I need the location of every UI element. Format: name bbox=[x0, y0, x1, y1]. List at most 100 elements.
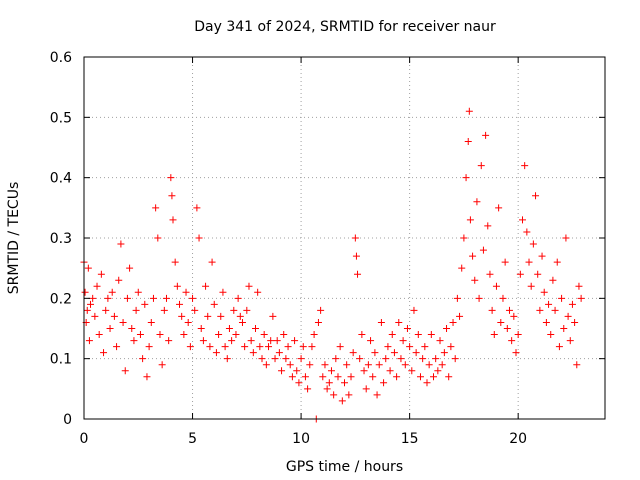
data-point bbox=[438, 361, 446, 369]
data-point bbox=[534, 270, 542, 278]
data-point bbox=[523, 228, 531, 236]
data-point bbox=[349, 349, 357, 357]
data-point bbox=[230, 306, 238, 314]
data-point bbox=[117, 240, 125, 248]
data-point bbox=[83, 306, 91, 314]
data-point bbox=[516, 270, 524, 278]
data-point bbox=[156, 331, 164, 339]
data-point bbox=[134, 288, 142, 296]
data-point bbox=[538, 252, 546, 260]
data-point bbox=[169, 216, 177, 224]
data-point bbox=[449, 318, 457, 326]
data-point bbox=[486, 270, 494, 278]
data-point bbox=[215, 331, 223, 339]
data-point bbox=[310, 331, 318, 339]
data-point bbox=[236, 312, 244, 320]
data-point bbox=[160, 306, 168, 314]
data-point bbox=[440, 349, 448, 357]
data-point bbox=[514, 331, 522, 339]
data-point bbox=[352, 252, 360, 260]
data-point bbox=[505, 306, 513, 314]
data-point bbox=[399, 337, 407, 345]
axis-ticks: 0 0.1 0.2 0.3 0.4 0.5 0.6 0 5 10 15 20 bbox=[50, 50, 605, 447]
x-tick-label: 15 bbox=[401, 431, 419, 447]
data-point bbox=[475, 294, 483, 302]
data-point bbox=[301, 373, 309, 381]
data-point bbox=[562, 234, 570, 242]
data-point bbox=[571, 318, 579, 326]
data-point bbox=[265, 343, 273, 351]
data-point bbox=[119, 318, 127, 326]
data-point bbox=[184, 318, 192, 326]
data-point bbox=[121, 367, 129, 375]
data-point bbox=[110, 312, 118, 320]
data-point bbox=[384, 343, 392, 351]
data-point bbox=[388, 331, 396, 339]
data-point bbox=[128, 325, 136, 332]
data-point bbox=[145, 343, 153, 351]
data-point bbox=[288, 373, 296, 381]
data-point bbox=[130, 337, 138, 345]
data-point bbox=[81, 288, 89, 296]
data-point bbox=[84, 264, 92, 272]
data-point bbox=[273, 337, 281, 345]
data-point bbox=[208, 258, 216, 266]
data-point bbox=[280, 331, 288, 339]
data-point bbox=[243, 306, 251, 314]
data-point bbox=[275, 349, 283, 357]
data-point bbox=[178, 312, 186, 320]
data-point bbox=[521, 162, 529, 170]
data-point bbox=[410, 306, 418, 314]
data-point bbox=[234, 294, 242, 302]
data-point bbox=[427, 331, 435, 339]
data-point bbox=[282, 355, 290, 363]
data-point bbox=[97, 270, 105, 278]
data-point bbox=[341, 379, 348, 387]
data-point bbox=[558, 294, 566, 302]
data-point bbox=[395, 318, 403, 326]
data-point bbox=[332, 355, 340, 363]
data-point bbox=[325, 379, 333, 387]
data-point bbox=[182, 288, 190, 296]
data-point bbox=[527, 282, 535, 290]
data-point bbox=[430, 373, 438, 381]
data-point bbox=[545, 300, 553, 308]
data-point bbox=[564, 312, 572, 320]
data-point bbox=[158, 361, 166, 369]
data-point bbox=[241, 343, 249, 351]
data-point bbox=[256, 343, 264, 351]
data-point bbox=[419, 355, 427, 363]
data-point bbox=[386, 367, 394, 375]
chart-title: Day 341 of 2024, SRMTID for receiver nau… bbox=[194, 19, 496, 35]
data-point bbox=[176, 300, 184, 308]
data-point bbox=[217, 312, 225, 320]
data-point bbox=[510, 312, 518, 320]
data-point bbox=[147, 318, 155, 326]
data-point bbox=[549, 276, 557, 284]
data-point bbox=[529, 240, 537, 248]
data-point bbox=[525, 258, 533, 266]
data-point bbox=[560, 325, 568, 332]
data-point bbox=[139, 355, 147, 363]
data-point bbox=[100, 349, 108, 357]
data-point bbox=[89, 294, 97, 302]
x-axis-label: GPS time / hours bbox=[286, 459, 403, 475]
data-point bbox=[286, 361, 294, 369]
data-point bbox=[547, 331, 555, 339]
data-point bbox=[362, 385, 370, 393]
data-points bbox=[80, 107, 585, 423]
data-point bbox=[171, 258, 179, 266]
data-point bbox=[258, 355, 266, 363]
data-point bbox=[492, 282, 500, 290]
data-point bbox=[408, 367, 416, 375]
data-point bbox=[113, 343, 121, 351]
data-point bbox=[471, 276, 479, 284]
data-point bbox=[204, 312, 212, 320]
y-tick-label: 0.3 bbox=[50, 231, 72, 247]
data-point bbox=[566, 337, 574, 345]
y-tick-label: 0.6 bbox=[50, 50, 72, 66]
y-axis-label: SRMTID / TECUs bbox=[6, 182, 22, 295]
data-point bbox=[360, 367, 368, 375]
data-point bbox=[87, 300, 95, 308]
